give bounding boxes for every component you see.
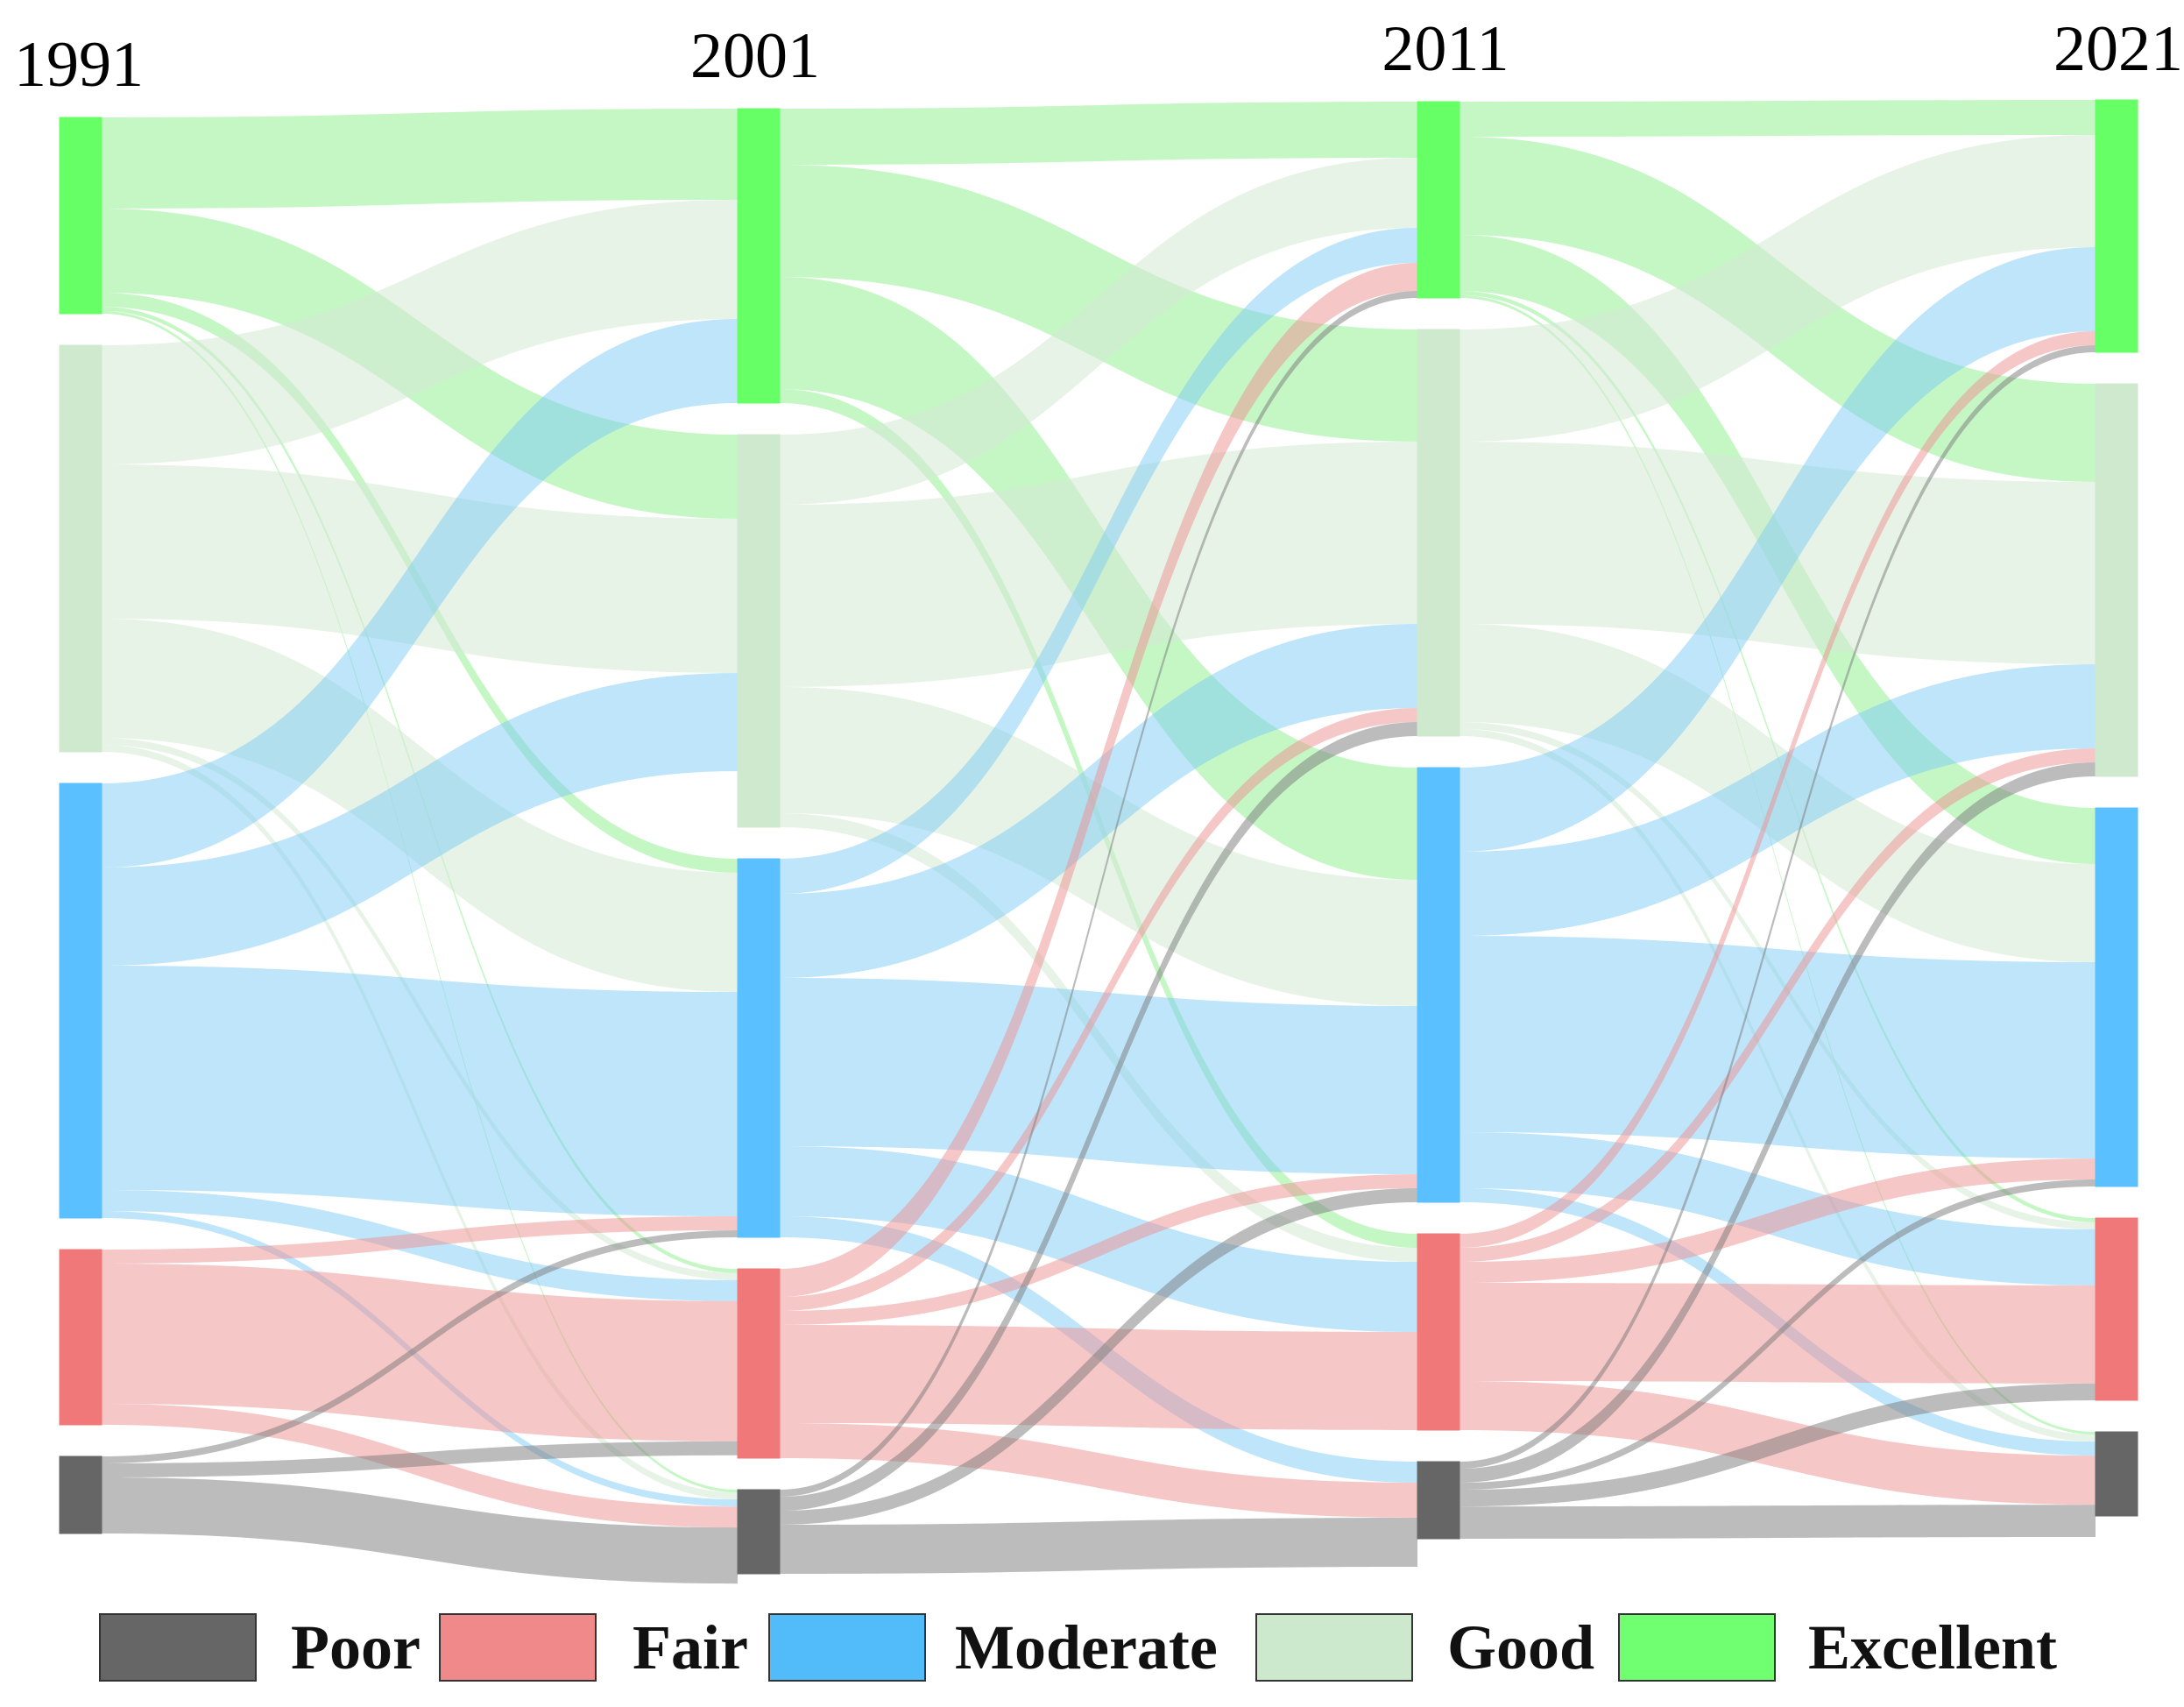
flow-2011-moderate-to-2021-excellent: [1460, 247, 2096, 852]
legend-swatch-excellent: [1618, 1613, 1776, 1682]
legend-swatch-fair: [439, 1613, 597, 1682]
flow-2011-moderate-to-2021-moderate: [1460, 936, 2096, 1158]
node-1991-good: [59, 344, 102, 753]
year-label-1991: 1991: [14, 29, 144, 101]
node-2011-fair: [1417, 1233, 1460, 1431]
node-2001-moderate: [737, 858, 781, 1238]
flow-1991-poor-to-2001-fair: [102, 1441, 738, 1477]
legend-swatch-poor: [99, 1613, 257, 1682]
legend-swatch-moderate: [768, 1613, 926, 1682]
node-2001-fair: [737, 1268, 781, 1459]
node-2011-poor: [1417, 1461, 1460, 1540]
legend-swatch-good: [1255, 1613, 1413, 1682]
flow-2001-poor-to-2011-good: [780, 722, 1417, 1511]
flow-2001-poor-to-2011-excellent: [780, 291, 1417, 1497]
flow-1991-fair-to-2001-moderate: [102, 1216, 738, 1264]
flow-2011-moderate-to-2021-good: [1460, 664, 2096, 936]
flow-2011-poor-to-2021-moderate: [1460, 1179, 2096, 1490]
year-label-2011: 2011: [1382, 13, 1509, 85]
flow-2001-good-to-2011-excellent: [780, 158, 1417, 505]
flow-2001-fair-to-2011-excellent: [780, 263, 1417, 1297]
flow-2001-fair-to-2011-moderate: [780, 1174, 1417, 1325]
legend: Poor Fair Moderate Good Excellent: [99, 1612, 2057, 1682]
node-1991-fair: [59, 1249, 102, 1426]
flow-1991-fair-to-2001-fair: [102, 1264, 738, 1441]
flow-2001-moderate-to-2011-excellent: [780, 228, 1417, 894]
flow-2001-good-to-2011-moderate: [780, 687, 1417, 1006]
legend-label-poor: Poor: [291, 1612, 421, 1682]
legend-label-moderate: Moderate: [955, 1612, 1218, 1682]
legend-label-good: Good: [1447, 1612, 1594, 1682]
node-2001-poor: [737, 1489, 781, 1575]
year-label-2021: 2021: [2053, 13, 2183, 85]
node-2011-moderate: [1417, 767, 1460, 1203]
flow-1991-moderate-to-2001-moderate: [102, 966, 738, 1216]
flow-2001-moderate-to-2011-moderate: [780, 978, 1417, 1174]
flow-2011-good-to-2021-excellent: [1460, 135, 2096, 442]
flow-2001-fair-to-2011-poor: [780, 1423, 1417, 1518]
year-labels: 1991 2001 2011 2021: [14, 13, 2183, 101]
flow-2001-fair-to-2011-fair: [780, 1325, 1417, 1430]
node-1991-moderate: [59, 783, 102, 1219]
flow-2011-moderate-to-2021-fair: [1460, 1132, 2096, 1286]
flow-2011-excellent-to-2021-excellent: [1460, 100, 2096, 137]
flow-links: [102, 100, 2096, 1584]
node-2021-poor: [2095, 1431, 2138, 1517]
flow-2001-poor-to-2011-poor: [780, 1518, 1417, 1574]
category-nodes: [59, 99, 2138, 1575]
node-2021-fair: [2095, 1217, 2138, 1401]
legend-label-excellent: Excellent: [1808, 1612, 2057, 1682]
flow-2011-poor-to-2021-good: [1460, 762, 2096, 1483]
flow-2011-poor-to-2021-fair: [1460, 1383, 2096, 1507]
node-2011-excellent: [1417, 101, 1460, 299]
flow-1991-poor-to-2001-moderate: [102, 1230, 738, 1463]
flow-1991-good-to-2001-excellent: [102, 200, 738, 464]
node-2021-good: [2095, 383, 2138, 777]
flow-2001-fair-to-2011-good: [780, 708, 1417, 1311]
flow-2011-fair-to-2021-excellent: [1460, 331, 2096, 1248]
flow-2011-excellent-to-2021-poor: [1460, 294, 2096, 1435]
node-1991-excellent: [59, 117, 102, 315]
flow-1991-poor-to-2001-poor: [102, 1477, 738, 1584]
flow-2001-poor-to-2011-moderate: [780, 1188, 1417, 1525]
legend-label-fair: Fair: [633, 1612, 748, 1682]
flow-2011-poor-to-2021-excellent: [1460, 345, 2096, 1469]
flow-2011-poor-to-2021-poor: [1460, 1505, 2096, 1539]
node-2021-moderate: [2095, 807, 2138, 1187]
flow-1991-excellent-to-2001-poor: [102, 310, 738, 1493]
flow-1991-excellent-to-2001-excellent: [102, 109, 738, 209]
flow-1991-moderate-to-2001-good: [102, 673, 738, 966]
flow-2001-excellent-to-2011-excellent: [780, 102, 1417, 165]
flow-2011-fair-to-2021-good: [1460, 748, 2096, 1262]
node-2001-good: [737, 434, 781, 828]
node-1991-poor: [59, 1456, 102, 1534]
flow-2001-moderate-to-2011-good: [780, 624, 1417, 978]
node-2011-good: [1417, 329, 1460, 737]
year-label-2001: 2001: [690, 20, 820, 92]
flow-2011-fair-to-2021-moderate: [1460, 1158, 2096, 1283]
flow-1991-moderate-to-2001-excellent: [102, 319, 738, 868]
flow-2001-moderate-to-2011-fair: [780, 1146, 1417, 1332]
node-2021-excellent: [2095, 99, 2138, 353]
node-2001-excellent: [737, 108, 781, 404]
